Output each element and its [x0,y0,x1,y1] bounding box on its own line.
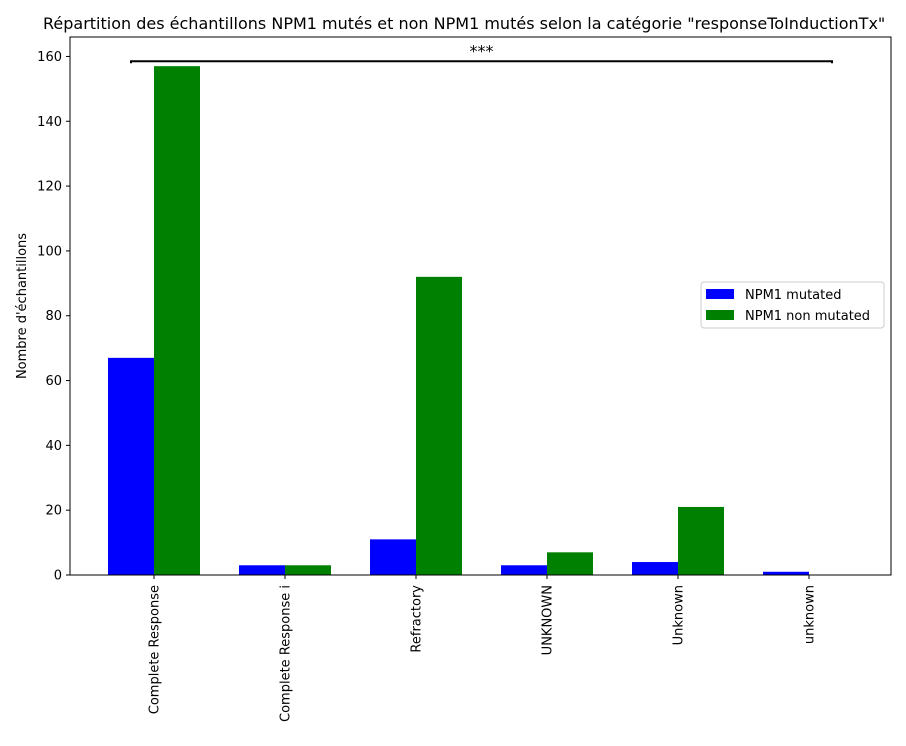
x-tick-label-4: Unknown [672,585,687,645]
legend-swatch-0 [706,289,734,299]
legend-label-1: NPM1 non mutated [745,309,870,324]
bar-mutated-2 [370,539,416,575]
x-tick-label-5: unknown [803,585,818,644]
bar-non-mutated-4 [678,506,724,575]
legend: NPM1 mutated NPM1 non mutated [700,281,885,329]
y-tick-label-8: 160 [37,50,62,65]
x-tick-label-1: Complete Response i [279,585,294,722]
significance-label: *** [470,41,494,60]
bar-mutated-0 [108,357,154,575]
axes-group: 0 20 40 60 80 100 120 140 160 Complete Response Co… [37,36,892,722]
y-tick-label-3: 60 [45,374,62,389]
bar-mutated-4 [632,562,678,575]
x-tick-label-0: Complete Response [148,585,163,714]
legend-box [700,281,885,329]
x-tick-label-3: UNKNOWN [541,585,556,655]
plot-frame [69,36,892,576]
legend-label-0: NPM1 mutated [745,288,842,303]
bar-mutated-3 [501,565,547,575]
bar-mutated-1 [239,565,285,575]
bar-non-mutated-3 [547,552,593,575]
bar-non-mutated-1 [285,565,331,575]
bar-non-mutated-0 [154,66,200,576]
y-tick-label-6: 120 [37,180,62,195]
y-tick-label-4: 80 [45,309,62,324]
bar-mutated-5 [763,571,809,575]
y-tick-label-2: 40 [45,439,62,454]
y-tick-label-1: 20 [45,504,62,519]
bars-group [108,66,809,576]
x-tick-label-2: Refractory [410,585,425,653]
significance-annotation: *** [130,41,833,64]
legend-swatch-1 [706,310,734,320]
y-tick-label-5: 100 [37,244,62,259]
y-axis-label: Nombre d'échantillons [15,233,30,379]
y-tick-label-0: 0 [54,569,62,584]
bar-non-mutated-2 [416,276,462,575]
chart-title: Répartition des échantillons NPM1 mutés … [43,14,885,33]
significance-bracket [130,60,833,64]
y-tick-label-7: 140 [37,115,62,130]
